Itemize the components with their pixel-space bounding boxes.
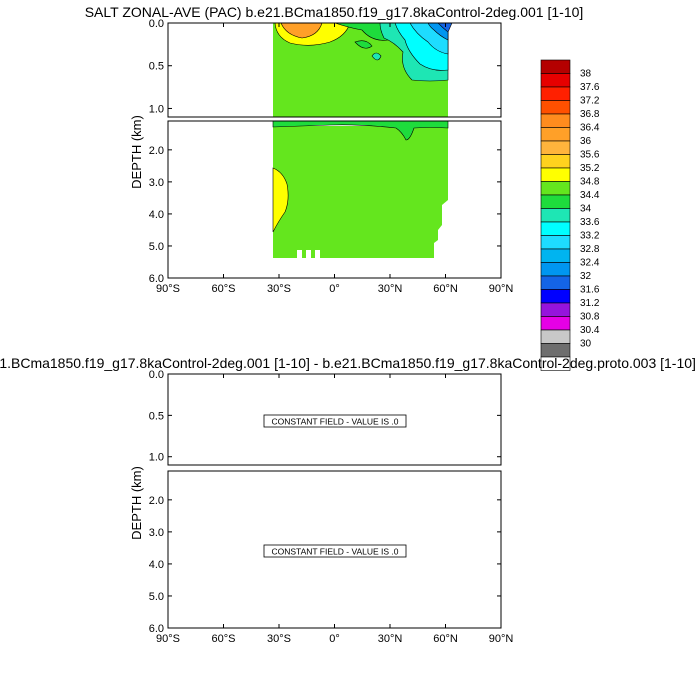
colorbar-swatch: [540, 181, 571, 196]
y-tick-label: 3.0: [149, 177, 164, 189]
colorbar-swatch: [540, 248, 571, 263]
salinity-region-deep-upper: [272, 121, 449, 141]
colorbar-label: 34.8: [580, 177, 600, 188]
colorbar-label: 32.8: [580, 244, 600, 255]
y-tick-label: 0.0: [149, 18, 164, 30]
x-tick-label: 90°N: [489, 633, 514, 645]
colorbar-label: 34.4: [580, 190, 600, 201]
colorbar-swatch: [540, 208, 571, 223]
y-tick-label: 2.0: [149, 145, 164, 157]
difference-title: b.e21.BCma1850.f19_g17.8kaControl-2deg.0…: [0, 355, 696, 371]
colorbar-label: 31.6: [580, 285, 600, 296]
colorbar-label: 31.2: [580, 298, 600, 309]
colorbar-swatch: [540, 316, 571, 331]
salinity-region-north-darkblue: [437, 23, 453, 33]
colorbar-swatch: [540, 356, 571, 371]
x-tick-label: 60°S: [212, 283, 236, 295]
x-tick-label: 60°N: [433, 633, 458, 645]
colorbar-swatch: [540, 113, 571, 128]
salinity-field-upper: [273, 23, 453, 117]
axis-ticks: 0.0 0.5 1.0 2.0 3.0 4.0 5.0 6.090°S 60°S 30°S 0° 30…: [149, 18, 514, 295]
y-tick-label: 5.0: [149, 591, 164, 603]
colorbar-swatch: [540, 275, 571, 290]
x-tick-label: 30°S: [267, 283, 291, 295]
colorbar-label: 35.6: [580, 150, 600, 161]
colorbar-label: 38: [580, 69, 592, 80]
salinity-field-lower: [272, 121, 449, 258]
colorbar: 38 37.6 37.2 36.8 36.4 36 35.6 35.2 34.8 34.4 34 33…: [540, 59, 600, 371]
colorbar-swatch: [540, 100, 571, 115]
x-tick-label: 90°S: [156, 283, 180, 295]
colorbar-swatch: [540, 154, 571, 169]
y-tick-label: 0.5: [149, 410, 164, 422]
colorbar-swatch: [540, 262, 571, 277]
salinity-region-warm-eddy: [354, 40, 373, 49]
y-tick-label: 0.0: [149, 369, 164, 381]
panel-1: SALT ZONAL-AVE (PAC) b.e21.BCma1850.f19_…: [85, 4, 600, 371]
y-tick-label: 1.0: [149, 103, 164, 115]
colorbar-label: 34: [580, 204, 592, 215]
axis-ticks-2: 0.0 0.5 1.0 2.0 3.0 4.0 5.0 6.090°S 60°S 30°S 0° 30…: [149, 369, 514, 645]
panel-2: b.e21.BCma1850.f19_g17.8kaControl-2deg.0…: [0, 355, 696, 645]
colorbar-swatch: [540, 221, 571, 236]
colorbar-swatch: [540, 59, 571, 74]
salinity-region-south-max: [280, 23, 323, 39]
colorbar-label: 33.2: [580, 231, 600, 242]
x-tick-label: 0°: [329, 283, 340, 295]
x-tick-label: 30°N: [378, 633, 403, 645]
y-tick-label: 6.0: [149, 623, 164, 635]
colorbar-label: 32.4: [580, 258, 600, 269]
colorbar-label: 30: [580, 339, 592, 350]
colorbar-swatch: [540, 194, 571, 209]
x-tick-label: 90°S: [156, 633, 180, 645]
y-tick-label: 2.0: [149, 495, 164, 507]
y-tick-label: 4.0: [149, 559, 164, 571]
y-axis-label: DEPTH (km): [129, 115, 144, 189]
colorbar-label: 36: [580, 136, 592, 147]
colorbar-swatch: [540, 140, 571, 155]
colorbar-label: 30.8: [580, 312, 600, 323]
colorbar-swatch: [540, 289, 571, 304]
colorbar-label: 33.6: [580, 217, 600, 228]
colorbar-label: 35.2: [580, 163, 600, 174]
y-tick-label: 0.5: [149, 61, 164, 73]
colorbar-swatch: [540, 167, 571, 182]
colorbar-swatch: [540, 73, 571, 88]
colorbar-swatch: [540, 329, 571, 344]
chart-title: SALT ZONAL-AVE (PAC) b.e21.BCma1850.f19_…: [85, 4, 584, 20]
colorbar-swatch: [540, 86, 571, 101]
constant-field-label-lower: CONSTANT FIELD - VALUE IS .0: [263, 544, 407, 558]
constant-field-text-lower: CONSTANT FIELD - VALUE IS .0: [271, 547, 398, 557]
x-tick-label: 60°N: [433, 283, 458, 295]
constant-field-text-upper: CONSTANT FIELD - VALUE IS .0: [271, 417, 398, 427]
colorbar-label: 36.8: [580, 109, 600, 120]
colorbar-swatch: [540, 302, 571, 317]
y-tick-label: 1.0: [149, 452, 164, 464]
colorbar-label: 37.2: [580, 96, 600, 107]
y-tick-label: 4.0: [149, 209, 164, 221]
colorbar-swatch: [540, 235, 571, 250]
colorbar-label: 30.4: [580, 325, 600, 336]
salinity-region-deep-dominant: [273, 126, 448, 258]
salinity-region-deep-salty: [272, 167, 289, 233]
colorbar-label: 36.4: [580, 123, 600, 134]
y-tick-label: 3.0: [149, 527, 164, 539]
constant-field-label-upper: CONSTANT FIELD - VALUE IS .0: [263, 414, 407, 428]
y-tick-label: 5.0: [149, 241, 164, 253]
colorbar-label: 37.6: [580, 82, 600, 93]
colorbar-label: 32: [580, 271, 592, 282]
colorbar-swatch: [540, 127, 571, 142]
x-tick-label: 30°S: [267, 633, 291, 645]
x-tick-label: 60°S: [212, 633, 236, 645]
y-tick-label: 6.0: [149, 273, 164, 285]
x-tick-label: 0°: [329, 633, 340, 645]
x-tick-label: 30°N: [378, 283, 403, 295]
x-tick-label: 90°N: [489, 283, 514, 295]
salinity-region-small-eddy: [371, 52, 382, 61]
y-axis-label-2: DEPTH (km): [129, 466, 144, 540]
